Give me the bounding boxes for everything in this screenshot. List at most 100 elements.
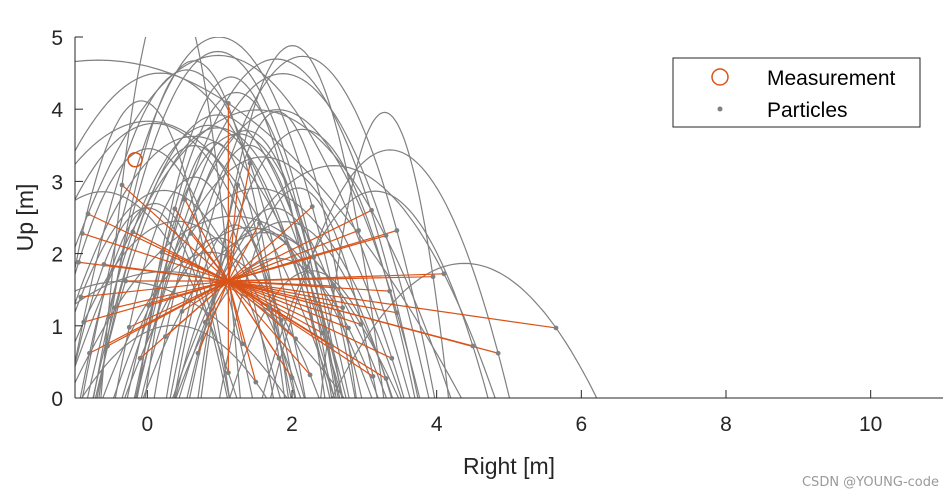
particle-point <box>389 355 395 361</box>
particle-ray <box>228 256 314 282</box>
trajectory-curve <box>136 76 326 398</box>
axes <box>74 37 943 399</box>
y-tick-label: 5 <box>51 27 63 50</box>
watermark-text: CSDN @YOUNG-code <box>802 475 939 490</box>
trajectory-curve <box>75 135 343 398</box>
trajectory-curve <box>75 148 254 398</box>
particle-point <box>369 207 374 213</box>
particle-point <box>387 288 393 294</box>
trajectory-curve <box>136 72 430 398</box>
trajectory-curve <box>75 54 411 398</box>
particle-point <box>172 206 178 212</box>
particle-ray <box>184 199 229 282</box>
particle-ray <box>228 280 557 329</box>
particle-point <box>247 160 253 166</box>
measurement-marker <box>127 151 143 168</box>
particle-point <box>163 334 168 340</box>
particle-point <box>257 220 262 226</box>
particle-point <box>309 204 315 210</box>
trajectory-curve <box>98 60 289 398</box>
particle-ray <box>128 280 229 328</box>
trajectory-curve <box>320 111 450 398</box>
particle-point <box>123 278 129 284</box>
particle-ray <box>228 280 393 359</box>
trajectory-curve <box>142 231 387 398</box>
particle-point <box>79 230 85 236</box>
particle-ray <box>228 280 361 325</box>
x-tick-label: 2 <box>286 413 298 436</box>
particle-point <box>126 324 132 330</box>
legend-box <box>672 57 921 128</box>
particle-point <box>278 317 284 323</box>
y-tick-label: 0 <box>51 388 63 411</box>
trajectory-curve <box>331 262 598 398</box>
particle-point <box>331 283 337 289</box>
particle-point <box>240 341 246 347</box>
particle-ray <box>227 280 311 376</box>
particle-ray <box>103 263 229 282</box>
trajectory-curve <box>75 191 238 398</box>
legend-particles-label: Particles <box>767 99 848 122</box>
trajectory-curve <box>75 122 305 398</box>
particle-ray <box>227 163 251 282</box>
particle-point <box>495 350 501 356</box>
particle-point <box>283 240 289 246</box>
particle-point <box>307 372 313 378</box>
particle-point <box>202 319 208 325</box>
particle-point <box>329 343 335 349</box>
trajectory-curve <box>81 37 356 398</box>
x-tick-label: 4 <box>431 413 443 436</box>
trajectory-curve <box>79 202 230 398</box>
particle-point <box>293 336 299 342</box>
particle-point <box>137 355 143 361</box>
particle-point <box>470 343 476 349</box>
legend: Measurement Particles <box>672 57 921 128</box>
trajectory-curves <box>75 37 598 398</box>
trajectory-curve <box>172 164 496 398</box>
trajectory-curve <box>81 324 268 398</box>
particle-point <box>253 379 259 385</box>
x-tick-label: 8 <box>720 413 732 436</box>
particle-point <box>370 373 376 379</box>
x-axis-label: Right [m] <box>463 453 555 479</box>
trajectory-curve <box>178 220 393 398</box>
particle-point <box>358 321 364 327</box>
particle-ray <box>197 280 229 354</box>
particle-ray <box>227 280 257 383</box>
trajectory-curve <box>92 114 344 398</box>
particle-ray <box>228 280 334 287</box>
particle-point <box>276 355 282 361</box>
particle-point <box>383 233 389 238</box>
y-axis-label: Up [m] <box>12 184 38 252</box>
particle-point <box>182 197 188 202</box>
particle-ray <box>204 280 229 323</box>
particle-point <box>130 229 136 235</box>
trajectory-curve <box>165 144 333 398</box>
particle-point <box>319 330 325 336</box>
particle-point <box>195 350 201 356</box>
particle-point <box>356 228 361 233</box>
particle-point <box>383 376 389 381</box>
ticks: 0 2 4 6 8 10 0 1 2 3 4 5 <box>51 27 882 436</box>
particle-point <box>87 350 92 356</box>
particle-ray <box>114 280 229 309</box>
trajectory-curve <box>75 120 336 398</box>
particle-point <box>266 305 272 311</box>
legend-measurement-icon <box>711 68 729 86</box>
x-tick-label: 0 <box>141 413 153 436</box>
particle-ray <box>228 280 343 309</box>
y-tick-label: 2 <box>51 244 63 267</box>
particle-ray <box>121 184 229 282</box>
particle-ray <box>148 280 229 307</box>
particle-point <box>340 305 346 311</box>
particle-ray <box>80 280 229 298</box>
particle-point <box>101 262 107 267</box>
particle-ray <box>228 276 434 282</box>
particle-point <box>146 303 152 308</box>
particle-point <box>81 319 87 325</box>
particle-ray <box>228 280 397 314</box>
trajectory-curve <box>121 156 405 398</box>
legend-particles-icon <box>717 106 723 112</box>
particle-ray <box>227 206 313 282</box>
